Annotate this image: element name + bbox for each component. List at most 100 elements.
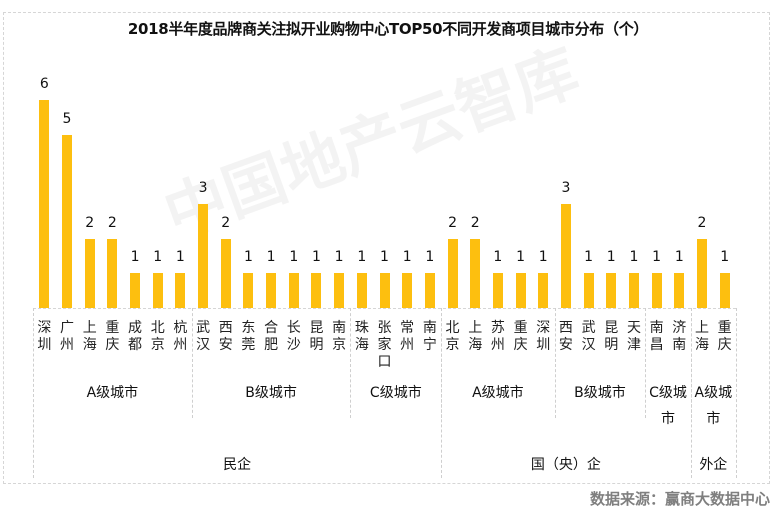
developer-type-label: 外企	[699, 457, 728, 473]
data-label: 1	[584, 249, 594, 266]
bar	[311, 273, 322, 308]
bar	[266, 273, 277, 308]
bar	[243, 273, 254, 308]
category-label: 上海	[468, 320, 483, 353]
bar	[84, 238, 95, 308]
data-label: 1	[357, 249, 367, 266]
category-label: 昆明	[309, 320, 324, 353]
bar	[424, 273, 435, 308]
category-label: 东莞	[241, 320, 256, 353]
category-label: 南宁	[422, 320, 437, 353]
category-label: 深圳	[37, 320, 52, 353]
category-label: 杭州	[173, 320, 188, 353]
bar	[220, 238, 231, 308]
category-label: 西安	[218, 320, 233, 353]
category-label: 张家口	[377, 320, 392, 370]
data-label: 1	[538, 249, 548, 266]
category-label: 重庆	[717, 320, 732, 353]
category-label: 重庆	[513, 320, 528, 353]
data-label: 2	[448, 214, 457, 231]
category-label: 北京	[150, 320, 165, 353]
category-label: 合肥	[264, 320, 279, 353]
chart-title: 2018半年度品牌商关注拟开业购物中心TOP50不同开发商项目城市分布（个）	[127, 20, 649, 38]
category-label: 重庆	[105, 320, 120, 353]
bar	[130, 273, 141, 308]
group-divider	[441, 308, 443, 478]
group-divider	[645, 308, 647, 418]
data-label: 1	[516, 249, 526, 266]
data-label: 2	[221, 214, 231, 231]
data-label: 1	[493, 249, 503, 266]
category-axis: 深圳 广州 上海 重庆 成都 北京 杭州 武汉 西安 东莞 合肥 长沙 昆明 南京 珠海 张家口 常州 南宁 北京上…	[33, 308, 737, 478]
data-label: 1	[130, 249, 140, 266]
data-label: 1	[289, 249, 299, 266]
city-tier-label: A级城市	[86, 385, 139, 401]
city-tier-label: A级城市	[472, 385, 524, 401]
category-label: 济南	[672, 320, 687, 353]
bar	[538, 273, 549, 308]
bar	[674, 273, 685, 308]
bar	[152, 273, 163, 308]
category-label: 上海	[82, 320, 97, 353]
bar	[62, 134, 73, 308]
category-label: 深圳	[536, 320, 551, 353]
data-source: 数据来源：赢商大数据中心	[589, 490, 770, 508]
bar	[402, 273, 413, 308]
bar	[696, 238, 707, 308]
city-tier-label: A级城市	[694, 385, 733, 427]
data-label: 1	[153, 249, 163, 266]
data-label: 1	[652, 249, 662, 266]
developer-type-label: 民企	[223, 457, 252, 473]
data-label: 1	[311, 249, 321, 266]
data-label: 5	[62, 110, 72, 127]
bar	[492, 273, 503, 308]
data-label: 1	[334, 249, 344, 266]
category-label: 天津	[626, 320, 641, 353]
data-label: 1	[720, 249, 730, 266]
data-label: 1	[629, 249, 639, 266]
bar	[356, 273, 367, 308]
category-label: 昆明	[604, 320, 619, 353]
data-label: 2	[85, 214, 95, 231]
city-tier-label: C级城市	[369, 385, 422, 401]
category-label: 常州	[400, 320, 415, 353]
data-label: 1	[606, 249, 616, 266]
data-label: 1	[266, 249, 276, 266]
data-label: 1	[402, 249, 412, 266]
data-label: 2	[470, 214, 480, 231]
category-label: 西安	[558, 320, 573, 353]
bar	[515, 273, 526, 308]
data-label: 6	[39, 75, 49, 92]
data-label: 1	[243, 249, 253, 266]
data-label: 3	[198, 179, 208, 196]
category-label: 上海	[694, 320, 709, 353]
bar	[628, 273, 639, 308]
category-label: 成都	[128, 320, 143, 353]
group-divider	[554, 308, 556, 418]
developer-type-label: 国（央）企	[530, 457, 601, 473]
city-tier-label: C级城市	[649, 385, 687, 427]
data-label: 1	[674, 249, 684, 266]
data-label: 1	[175, 249, 185, 266]
category-label: 武汉	[196, 320, 211, 353]
city-tier-label: B级城市	[574, 385, 626, 401]
group-divider	[191, 308, 193, 418]
group-divider	[690, 308, 692, 478]
bar	[39, 99, 50, 308]
data-label: 2	[107, 214, 117, 231]
data-label: 1	[425, 249, 435, 266]
chart-frame	[3, 12, 770, 484]
category-label: 武汉	[581, 320, 596, 353]
bar	[288, 273, 299, 308]
bar	[107, 238, 118, 308]
group-divider	[33, 308, 34, 478]
bar	[447, 238, 458, 308]
category-label: 南京	[332, 320, 347, 353]
bar	[175, 273, 186, 308]
category-label: 北京	[445, 320, 460, 353]
bar	[606, 273, 617, 308]
category-label: 珠海	[354, 320, 369, 353]
group-divider	[350, 308, 352, 418]
data-label: 3	[561, 179, 571, 196]
